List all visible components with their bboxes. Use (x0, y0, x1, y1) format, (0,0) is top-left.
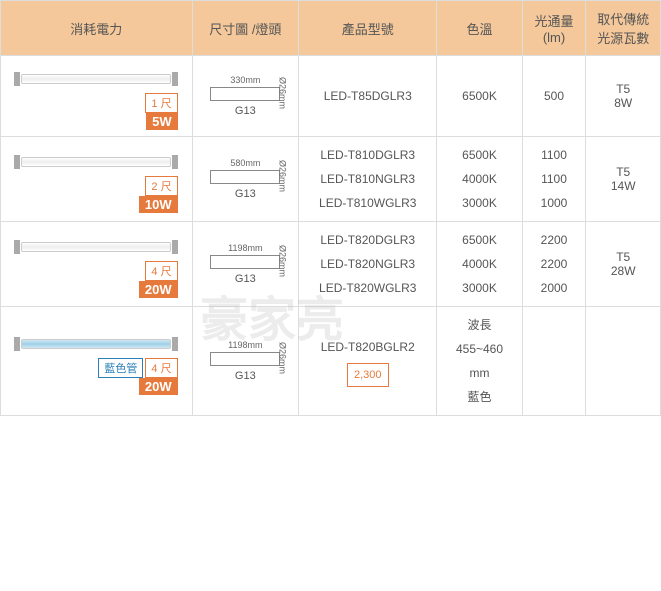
length-badge: 2 尺 (145, 176, 177, 196)
watt-badge: 5W (146, 113, 178, 130)
tube-icon (21, 74, 171, 84)
model-number: LED-T85DGLR3 (303, 84, 432, 108)
watt-badge: 20W (139, 378, 178, 395)
table-row: 1 尺5W330mmØ26mmG13LED-T85DGLR36500K500T5… (1, 56, 661, 137)
lumen-value: 1100 (527, 167, 582, 191)
color-temp-value: 6500K (441, 228, 517, 252)
blue-tube-badge: 藍色管 (98, 358, 143, 378)
table-row: 4 尺20W1198mmØ26mmG13LED-T820DGLR3LED-T82… (1, 222, 661, 307)
tube-icon (21, 339, 171, 349)
cell-lumen (522, 307, 586, 416)
cell-model: LED-T810DGLR3LED-T810NGLR3LED-T810WGLR3 (299, 137, 437, 222)
dim-rect-icon (210, 255, 280, 269)
cell-model: LED-T820BGLR2 2,300 (299, 307, 437, 416)
watt-badge: 10W (139, 196, 178, 213)
length-badge: 1 尺 (145, 93, 177, 113)
header-color-temp: 色溫 (437, 1, 522, 56)
length-badge: 4 尺 (145, 358, 177, 378)
color-temp-value: 3000K (441, 191, 517, 215)
cell-lumen: 500 (522, 56, 586, 137)
header-model: 產品型號 (299, 1, 437, 56)
lumen-value: 1000 (527, 191, 582, 215)
price-badge: 2,300 (347, 363, 389, 387)
model-number: LED-T820BGLR2 (303, 335, 432, 359)
model-number: LED-T810NGLR3 (303, 167, 432, 191)
color-temp-value: 波長 455~460 mm (441, 313, 517, 385)
tube-icon (21, 157, 171, 167)
cell-dimension: 330mmØ26mmG13 (192, 56, 298, 137)
cell-replace: T5 8W (586, 56, 661, 137)
dim-length: 330mm (205, 75, 285, 85)
lumen-value: 2200 (527, 228, 582, 252)
model-number: LED-T810WGLR3 (303, 191, 432, 215)
cell-model: LED-T85DGLR3 (299, 56, 437, 137)
dim-diameter: Ø26mm (277, 245, 287, 277)
lumen-value: 1100 (527, 143, 582, 167)
dim-diameter: Ø26mm (277, 160, 287, 192)
cell-color-temp: 6500K4000K3000K (437, 222, 522, 307)
color-temp-value: 4000K (441, 252, 517, 276)
cell-color-temp: 波長 455~460 mm藍色 (437, 307, 522, 416)
model-number: LED-T820NGLR3 (303, 252, 432, 276)
color-temp-value: 3000K (441, 276, 517, 300)
watt-badge: 20W (139, 281, 178, 298)
color-temp-value: 藍色 (441, 385, 517, 409)
cell-power: 2 尺10W (1, 137, 193, 222)
model-number: LED-T810DGLR3 (303, 143, 432, 167)
header-lumen: 光通量 (lm) (522, 1, 586, 56)
cell-dimension: 1198mmØ26mmG13 (192, 307, 298, 416)
cell-power: 4 尺20W (1, 222, 193, 307)
cell-replace (586, 307, 661, 416)
cell-color-temp: 6500K4000K3000K (437, 137, 522, 222)
header-dimension: 尺寸圖 /燈頭 (192, 1, 298, 56)
color-temp-value: 6500K (441, 84, 517, 108)
dim-length: 1198mm (205, 243, 285, 253)
cell-dimension: 580mmØ26mmG13 (192, 137, 298, 222)
dim-rect-icon (210, 352, 280, 366)
cell-color-temp: 6500K (437, 56, 522, 137)
cell-replace: T5 28W (586, 222, 661, 307)
cell-model: LED-T820DGLR3LED-T820NGLR3LED-T820WGLR3 (299, 222, 437, 307)
cell-lumen: 110011001000 (522, 137, 586, 222)
spec-table: 消耗電力 尺寸圖 /燈頭 產品型號 色溫 光通量 (lm) 取代傳統 光源瓦數 … (0, 0, 661, 416)
color-temp-value: 6500K (441, 143, 517, 167)
lumen-value: 500 (527, 84, 582, 108)
dim-diameter: Ø26mm (277, 77, 287, 109)
dim-diameter: Ø26mm (277, 342, 287, 374)
lumen-value: 2000 (527, 276, 582, 300)
dim-rect-icon (210, 170, 280, 184)
cell-dimension: 1198mmØ26mmG13 (192, 222, 298, 307)
color-temp-value: 4000K (441, 167, 517, 191)
dim-rect-icon (210, 87, 280, 101)
table-row: 藍色管4 尺20W1198mmØ26mmG13LED-T820BGLR22,30… (1, 307, 661, 416)
cell-power: 1 尺5W (1, 56, 193, 137)
header-power: 消耗電力 (1, 1, 193, 56)
cell-power: 藍色管4 尺20W (1, 307, 193, 416)
tube-icon (21, 242, 171, 252)
dim-length: 1198mm (205, 340, 285, 350)
table-row: 2 尺10W580mmØ26mmG13LED-T810DGLR3LED-T810… (1, 137, 661, 222)
lumen-value: 2200 (527, 252, 582, 276)
model-number: LED-T820WGLR3 (303, 276, 432, 300)
cell-lumen: 220022002000 (522, 222, 586, 307)
length-badge: 4 尺 (145, 261, 177, 281)
cell-replace: T5 14W (586, 137, 661, 222)
model-number: LED-T820DGLR3 (303, 228, 432, 252)
dim-length: 580mm (205, 158, 285, 168)
header-replace: 取代傳統 光源瓦數 (586, 1, 661, 56)
